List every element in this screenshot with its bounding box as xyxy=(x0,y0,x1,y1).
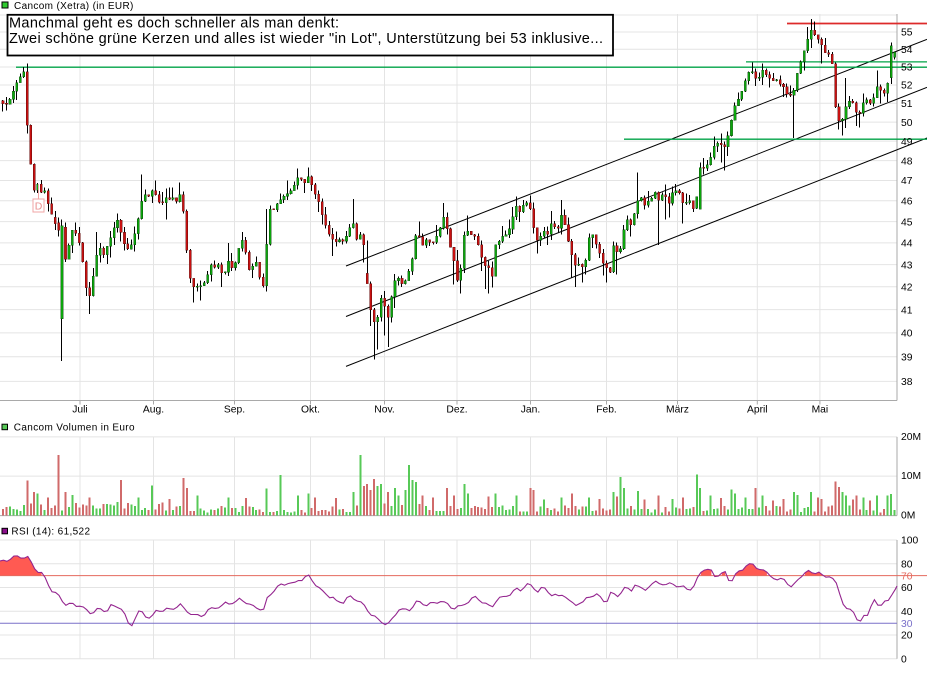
svg-text:Manchmal geht es doch schnelle: Manchmal geht es doch schneller als man … xyxy=(9,16,339,32)
svg-text:Cancom Volumen in Euro: Cancom Volumen in Euro xyxy=(14,423,135,434)
svg-text:10M: 10M xyxy=(901,471,921,482)
svg-text:Aug.: Aug. xyxy=(143,405,164,416)
svg-text:Sep.: Sep. xyxy=(224,405,245,416)
svg-text:März: März xyxy=(666,405,689,416)
svg-text:Mai: Mai xyxy=(812,405,829,416)
svg-text:Cancom (Xetra) (in EUR): Cancom (Xetra) (in EUR) xyxy=(14,1,134,12)
svg-text:0: 0 xyxy=(901,655,907,666)
svg-text:48: 48 xyxy=(901,156,913,167)
svg-text:40: 40 xyxy=(901,607,913,618)
svg-text:D: D xyxy=(35,201,43,213)
svg-text:54: 54 xyxy=(901,45,913,56)
svg-text:April: April xyxy=(747,405,768,416)
svg-text:Nov.: Nov. xyxy=(374,405,394,416)
svg-text:44: 44 xyxy=(901,239,913,250)
svg-text:20M: 20M xyxy=(901,432,921,443)
svg-text:51: 51 xyxy=(901,99,913,110)
svg-text:30: 30 xyxy=(901,619,913,630)
svg-text:80: 80 xyxy=(901,560,913,571)
svg-text:70: 70 xyxy=(901,571,913,582)
svg-text:RSI (14): 61,522: RSI (14): 61,522 xyxy=(11,527,90,538)
svg-text:45: 45 xyxy=(901,217,913,228)
svg-text:52: 52 xyxy=(901,81,913,92)
svg-text:46: 46 xyxy=(901,197,913,208)
svg-text:0M: 0M xyxy=(901,510,915,521)
svg-text:41: 41 xyxy=(901,305,913,316)
svg-text:50: 50 xyxy=(901,118,913,129)
svg-text:43: 43 xyxy=(901,260,913,271)
svg-text:Jan.: Jan. xyxy=(521,405,540,416)
svg-text:100: 100 xyxy=(901,536,918,547)
svg-text:Zwei schöne grüne Kerzen und a: Zwei schöne grüne Kerzen und alles ist w… xyxy=(9,31,603,47)
svg-text:39: 39 xyxy=(901,353,913,364)
svg-text:49: 49 xyxy=(901,137,913,148)
svg-text:47: 47 xyxy=(901,176,913,187)
svg-text:60: 60 xyxy=(901,583,913,594)
svg-text:53: 53 xyxy=(901,63,913,74)
svg-text:20: 20 xyxy=(901,631,913,642)
svg-text:Juli: Juli xyxy=(72,405,87,416)
svg-text:40: 40 xyxy=(901,329,913,340)
svg-text:42: 42 xyxy=(901,283,913,294)
svg-text:55: 55 xyxy=(901,28,913,39)
svg-text:Feb.: Feb. xyxy=(596,405,617,416)
svg-text:Dez.: Dez. xyxy=(446,405,467,416)
svg-text:Okt.: Okt. xyxy=(301,405,320,416)
svg-text:38: 38 xyxy=(901,377,913,388)
